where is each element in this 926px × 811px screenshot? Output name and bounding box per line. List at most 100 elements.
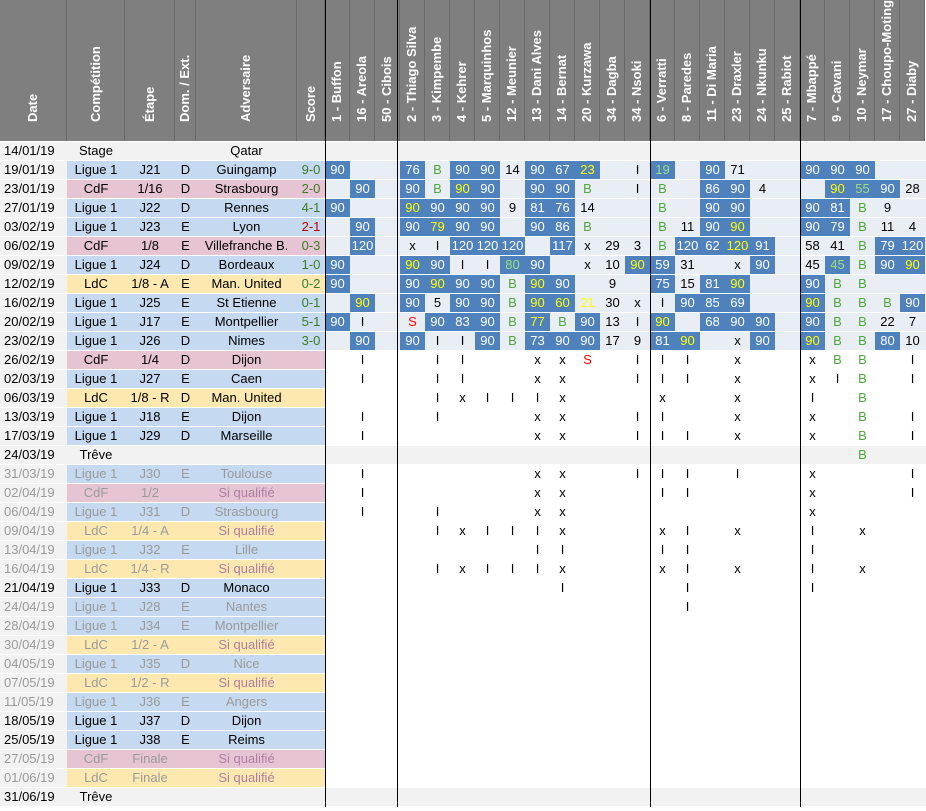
player-cell: 90 — [525, 294, 550, 312]
player-cell: B — [858, 390, 867, 405]
player-header[interactable]: 7 - Mbappé — [800, 0, 825, 141]
player-header[interactable]: 16 - Areola — [350, 0, 375, 141]
cell-score: 2-0 — [297, 180, 325, 198]
player-cell: I — [635, 181, 640, 196]
player-header[interactable]: 9 - Cavani — [825, 0, 850, 141]
player-cells-background — [325, 674, 926, 692]
player-cell: I — [910, 428, 915, 443]
player-header[interactable]: 12 - Meunier — [500, 0, 525, 141]
cell-domext: D — [175, 351, 196, 369]
player-header[interactable]: 34 - Nsoki — [625, 0, 650, 141]
column-header-date[interactable]: Date — [0, 0, 67, 141]
player-header-label: 13 - Dani Alves — [529, 29, 544, 122]
cell-domext: D — [175, 180, 196, 198]
player-header[interactable]: 17 - Choupo-Moting — [875, 0, 900, 141]
player-header[interactable]: 50 - Cibois — [375, 0, 400, 141]
player-cell: x — [659, 390, 666, 405]
player-cell: 60 — [550, 294, 575, 312]
cell-etape: J24 — [125, 256, 175, 274]
player-cell: 9 — [883, 200, 892, 215]
player-cell: 71 — [730, 162, 745, 177]
player-header[interactable]: 8 - Paredes — [675, 0, 700, 141]
player-cell: 90 — [750, 313, 775, 331]
player-cell: 81 — [650, 332, 675, 350]
cell-domext: E — [175, 370, 196, 388]
player-cell: I — [635, 162, 640, 177]
player-header[interactable]: 14 - Bernat — [550, 0, 575, 141]
player-cell: I — [810, 580, 815, 595]
player-cell: I — [685, 352, 690, 367]
player-header[interactable]: 27 - Diaby — [900, 0, 925, 141]
player-cell: I — [485, 561, 490, 576]
player-cell: I — [685, 485, 690, 500]
player-cell: 90 — [400, 218, 425, 236]
player-cell: x — [734, 371, 741, 386]
cell-competition: Ligue 1 — [67, 731, 125, 749]
player-cell: 90 — [550, 275, 575, 293]
table-row: 03/02/19 Ligue 1 J23 E Lyon 2-1 90 90 79 90 90 90 86… — [0, 218, 926, 237]
cell-competition: Ligue 1 — [67, 541, 125, 559]
table-row: 28/04/19 Ligue 1 J34 E Montpellier — [0, 617, 926, 636]
player-cell: I — [660, 428, 665, 443]
player-header[interactable]: 10 - Neymar — [850, 0, 875, 141]
cell-adversaire: Bordeaux — [196, 256, 297, 274]
cell-adversaire: St Etienne — [196, 294, 297, 312]
player-cell: I — [435, 352, 440, 367]
player-header[interactable]: 24 - Nkunku — [750, 0, 775, 141]
player-header[interactable]: 5 - Marquinhos — [475, 0, 500, 141]
player-header[interactable]: 13 - Dani Alves — [525, 0, 550, 141]
player-header[interactable]: 25 - Rabiot — [775, 0, 800, 141]
player-cell: I — [360, 485, 365, 500]
column-header-domext[interactable]: Dom. / Ext. — [175, 0, 196, 141]
player-cell: 9 — [608, 276, 617, 291]
player-header[interactable]: 11 - Di Maria — [700, 0, 725, 141]
column-header-competition[interactable]: Compétition — [67, 0, 125, 141]
player-cell: 90 — [750, 256, 775, 274]
player-cell: I — [685, 466, 690, 481]
cell-adversaire: Lille — [196, 541, 297, 559]
player-cell: B — [833, 295, 842, 310]
column-header-adversaire[interactable]: Adversaire — [196, 0, 297, 141]
player-cell: x — [809, 409, 816, 424]
player-cell: B — [833, 314, 842, 329]
player-header[interactable]: 34 - Dagba — [600, 0, 625, 141]
column-header-score[interactable]: Score — [297, 0, 325, 141]
player-cell: x — [534, 504, 541, 519]
player-cell: x — [459, 523, 466, 538]
player-cell: B — [858, 352, 867, 367]
cell-etape: J38 — [125, 731, 175, 749]
cell-etape: 1/2 - A — [125, 636, 175, 654]
cell-etape: 1/8 - A — [125, 275, 175, 293]
column-header-etape[interactable]: Étape — [125, 0, 175, 141]
cell-competition: Ligue 1 — [67, 370, 125, 388]
player-cell: x — [559, 390, 566, 405]
cell-competition: LdC — [67, 636, 125, 654]
player-header[interactable]: 4 - Kehrer — [450, 0, 475, 141]
cell-etape: J37 — [125, 712, 175, 730]
player-cell: B — [508, 333, 517, 348]
cell-competition: LdC — [67, 560, 125, 578]
player-header[interactable]: 3 - Kimpembe — [425, 0, 450, 141]
player-cell: I — [535, 542, 540, 557]
player-cell: 9 — [508, 200, 517, 215]
table-row: 25/05/19 Ligue 1 J38 E Reims — [0, 731, 926, 750]
player-header[interactable]: 2 - Thiago Silva — [400, 0, 425, 141]
player-header[interactable]: 6 - Verratti — [650, 0, 675, 141]
player-cell: x — [809, 352, 816, 367]
player-cell: 81 — [525, 199, 550, 217]
cell-competition: Ligue 1 — [67, 503, 125, 521]
player-header[interactable]: 20 - Kurzawa — [575, 0, 600, 141]
cell-score: 2-1 — [297, 218, 325, 236]
cell-competition: LdC — [67, 769, 125, 787]
player-header[interactable]: 1 - Buffon — [325, 0, 350, 141]
player-cell: I — [485, 523, 490, 538]
player-cell: 90 — [475, 161, 500, 179]
player-cell: 10 — [605, 257, 620, 272]
player-cell: 90 — [350, 180, 375, 198]
cell-competition: Ligue 1 — [67, 598, 125, 616]
cell-score: 3-0 — [297, 332, 325, 350]
player-header[interactable]: 23 - Draxler — [725, 0, 750, 141]
cell-score — [297, 788, 325, 806]
player-cell: I — [660, 295, 665, 310]
